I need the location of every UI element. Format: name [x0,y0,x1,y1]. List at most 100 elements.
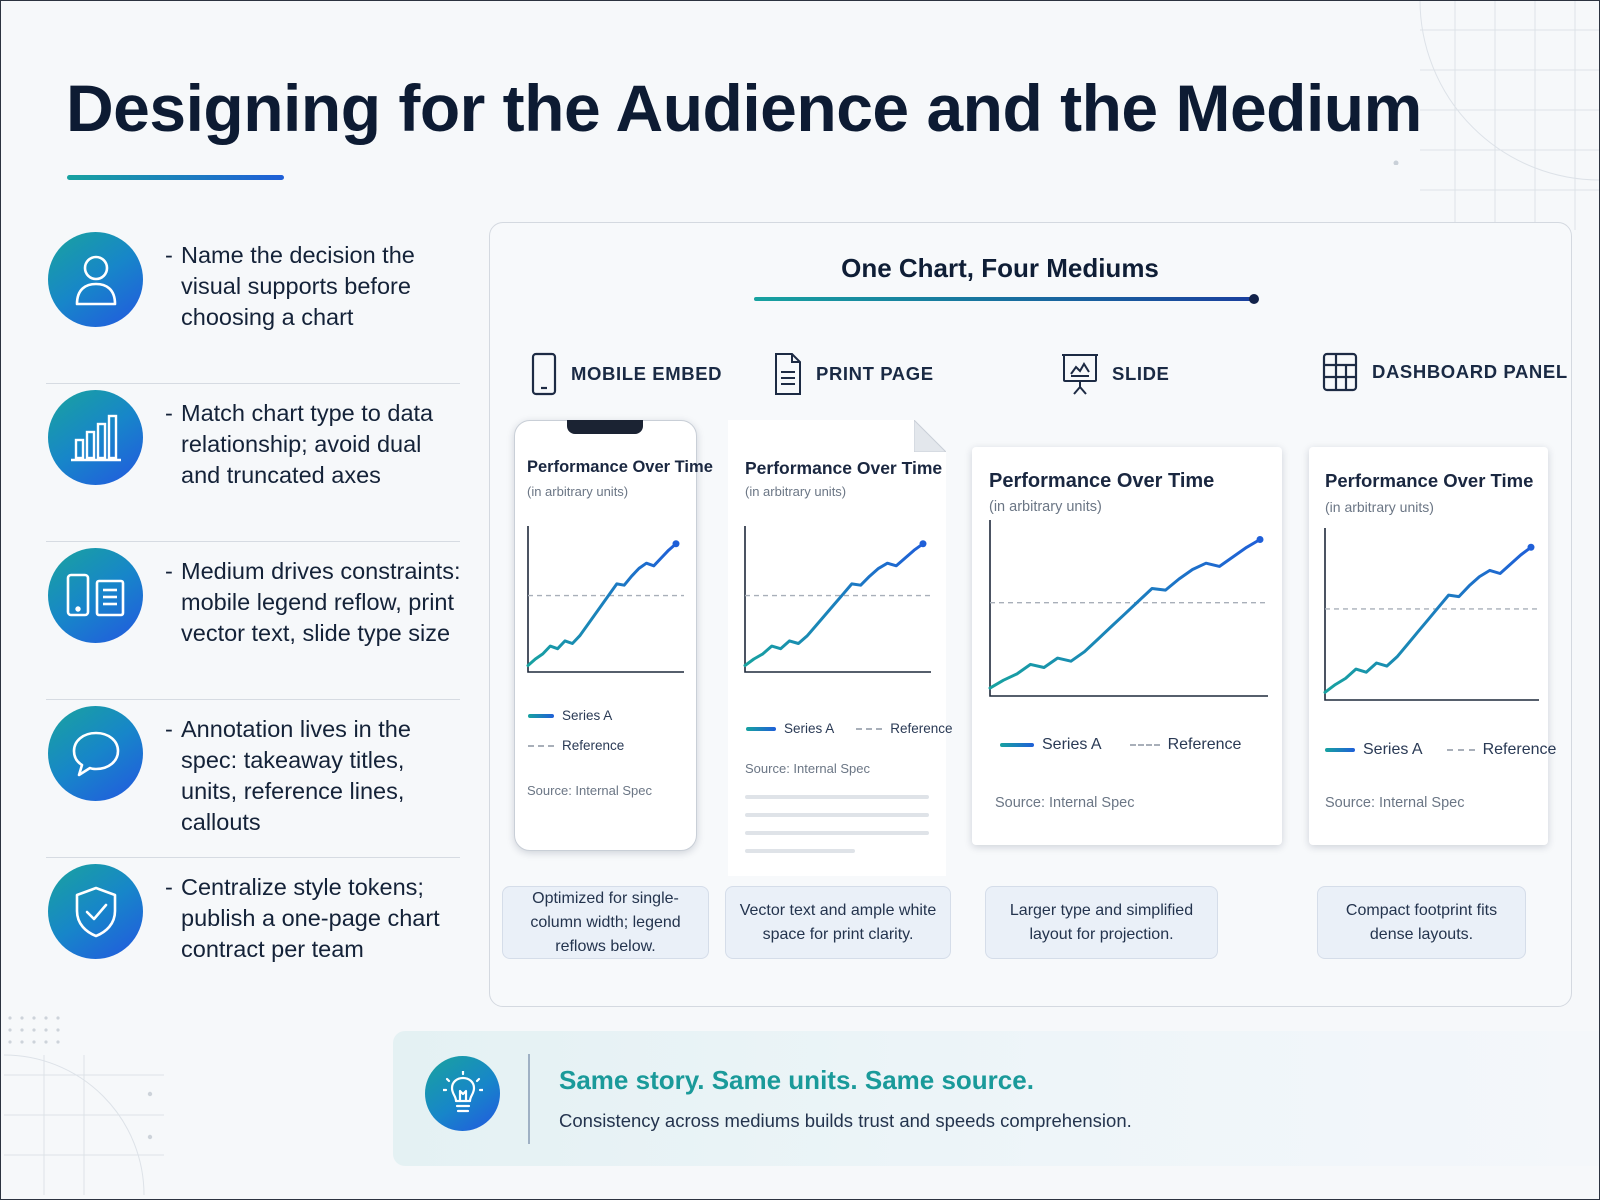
panel-title: One Chart, Four Mediums [841,253,1159,283]
legend-series-swatch [746,726,776,731]
legend-series: Series A Reference [746,721,953,736]
chart-subtitle: (in arbitrary units) [1325,499,1434,515]
chart-axes [1324,528,1539,701]
chart-subtitle: (in arbitrary units) [745,484,847,499]
legend-series-label: Series A [784,721,835,736]
title-underline [67,175,284,180]
medium-label: DASHBOARD PANEL [1372,361,1568,382]
series-a-end-point [672,540,680,548]
caption-mobile: Optimized for single-column width; legen… [502,886,709,959]
person-icon [48,232,143,327]
legend-reference-label: Reference [1167,736,1242,753]
panel-title-rule [754,297,1254,301]
chart-axes [989,520,1268,697]
banner-subtext: Consistency across mediums builds trust … [559,1110,1132,1131]
chart-source: Source: Internal Spec [1325,795,1465,811]
caption-dashboard: Compact footprint fits dense layouts. [1317,886,1526,959]
series-a-line [743,542,925,667]
legend-series-label: Series A [1363,741,1423,758]
series-a-end-point [1256,535,1264,543]
chart-source: Source: Internal Spec [745,761,871,776]
takeaway-banner [393,1031,1600,1166]
principle-item: Name the decision the visual supports be… [46,226,460,384]
caption-slide: Larger type and simplified layout for pr… [985,886,1218,959]
series-a-line [988,538,1262,690]
legend-series-swatch [528,713,554,718]
text-placeholder-line [745,795,929,799]
legend-series-swatch [1325,748,1355,752]
principle-item: Match chart type to data relationship; a… [46,384,460,542]
legend-reference-swatch [1129,744,1160,746]
legend-reference-label: Reference [1482,741,1557,758]
legend-reference-swatch [856,727,883,730]
legend-reference-swatch [528,744,554,747]
mobile-line-chart [526,526,684,673]
page-title: Designing for the Audience and the Mediu… [66,71,1422,145]
decorative-grid [1419,0,1600,230]
legend-reference: Reference [528,738,624,753]
phone-icon [531,352,557,396]
text-placeholder-line [745,831,929,835]
document-icon [775,353,801,395]
series-a-end-point [919,540,927,548]
print-line-chart [743,526,931,673]
principles-list: Name the decision the visual supports be… [46,226,461,1016]
legend-series-label: Series A [562,708,613,723]
medium-label: PRINT PAGE [816,363,934,384]
principle-text: Match chart type to data relationship; a… [165,398,466,491]
presentation-icon [1062,354,1098,395]
chart-title: Performance Over Time [745,458,943,478]
phone-notch [567,420,643,434]
legend-series: Series A Reference [1325,741,1556,759]
banner-divider [528,1054,530,1144]
legend-series-swatch [1000,743,1034,747]
principle-item: Centralize style tokens; publish a one-p… [46,858,460,1016]
principle-text: Centralize style tokens; publish a one-p… [165,872,466,965]
principle-item: Medium drives constraints: mobile legend… [46,542,461,700]
legend-reference-label: Reference [562,738,625,753]
slide-line-chart [988,520,1268,697]
medium-label: SLIDE [1112,363,1170,384]
legend-series: Series A Reference [1000,736,1241,754]
dashboard-icon [1322,352,1358,392]
dashboard-chart-card [1309,447,1548,845]
chart-subtitle: (in arbitrary units) [527,484,629,499]
legend-series-label: Series A [1042,736,1102,753]
chart-axes [744,526,931,673]
text-placeholder-line [745,813,929,817]
text-placeholder-line [745,849,855,853]
speech-bubble-icon [48,706,143,801]
medium-header-mobile: MOBILE EMBED [531,352,722,396]
banner-headline: Same story. Same units. Same source. [559,1065,1034,1095]
principle-text: Name the decision the visual supports be… [165,240,466,333]
medium-header-slide: SLIDE [1062,352,1169,396]
page-fold [914,420,946,452]
chart-subtitle: (in arbitrary units) [989,499,1102,515]
chart-source: Source: Internal Spec [995,795,1135,811]
medium-label: MOBILE EMBED [571,363,723,384]
chart-title: Performance Over Time [989,470,1215,492]
legend-series: Series A [528,708,612,723]
lightbulb-icon [425,1056,500,1131]
chart-title: Performance Over Time [527,458,713,476]
principle-item: Annotation lives in the spec: takeaway t… [46,700,460,858]
bar-chart-icon [48,390,143,485]
series-a-line [1323,545,1533,694]
legend-reference-label: Reference [890,721,953,736]
series-a-end-point [1527,543,1535,551]
principle-text: Medium drives constraints: mobile legend… [165,556,466,649]
print-chart-card [728,420,946,876]
medium-header-print: PRINT PAGE [774,352,934,396]
caption-print: Vector text and ample white space for pr… [725,886,951,959]
principle-text: Annotation lives in the spec: takeaway t… [165,714,466,838]
chart-source: Source: Internal Spec [527,783,653,798]
dashboard-line-chart [1323,528,1539,701]
shield-check-icon [48,864,143,959]
slide-chart-card [972,447,1282,845]
chart-title: Performance Over Time [1325,470,1534,491]
chart-axes [527,526,684,673]
panel-title-rule-dot [1249,294,1259,304]
medium-header-dashboard: DASHBOARD PANEL [1322,352,1568,392]
decorative-dots-top [1393,108,1399,165]
devices-icon [48,548,143,643]
